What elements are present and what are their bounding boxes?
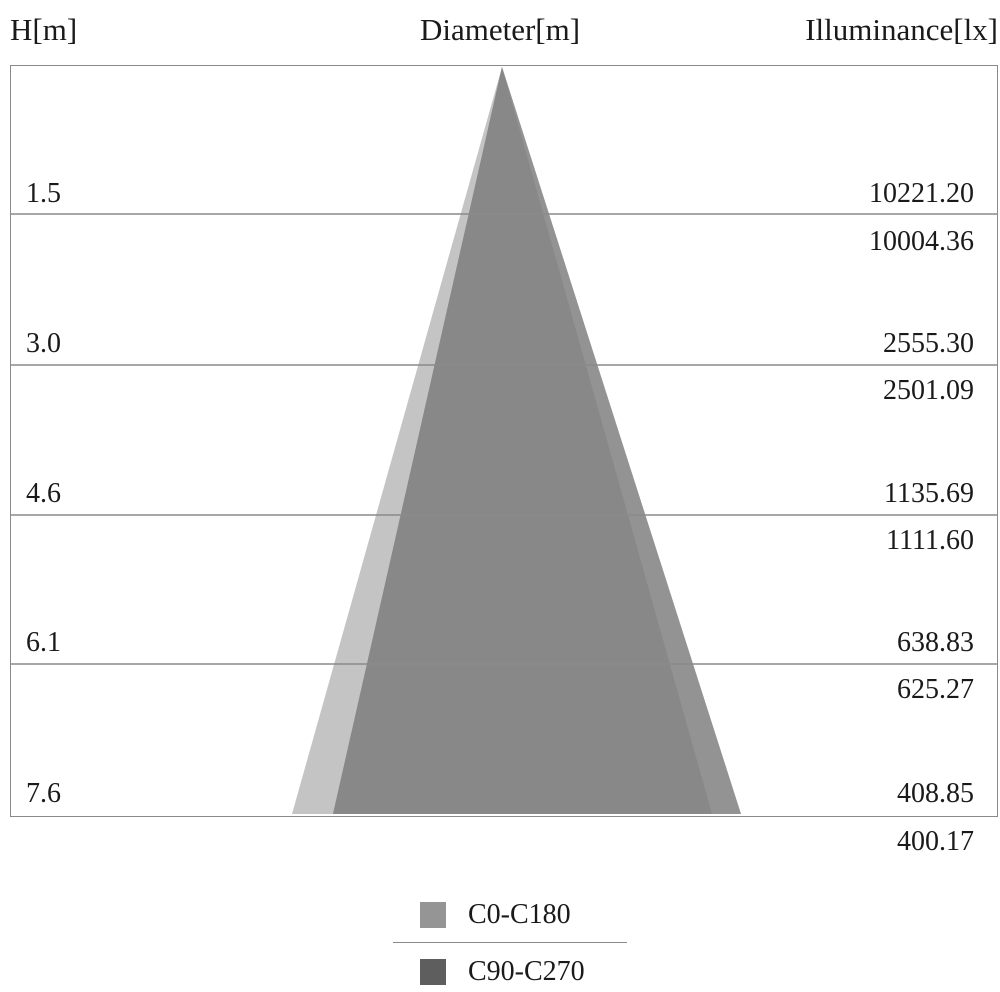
legend-item-c90-c270: C90-C270 <box>420 955 585 989</box>
beam-cone-core <box>333 67 712 814</box>
height-label-3: 4.6 <box>26 478 61 509</box>
height-label-4: 6.1 <box>26 627 61 658</box>
illuminance-c0-4: 638.83 <box>897 627 974 658</box>
legend-swatch-c90-c270 <box>420 959 446 985</box>
illuminance-c0-2: 2555.30 <box>883 328 974 359</box>
illuminance-c90-3: 1111.60 <box>886 525 974 556</box>
legend-item-c0-c180: C0-C180 <box>420 898 571 932</box>
illuminance-header: Illuminance[lx] <box>805 12 998 47</box>
diagram-frame <box>10 65 998 817</box>
illuminance-c90-2: 2501.09 <box>883 375 974 406</box>
illuminance-c0-1: 10221.20 <box>869 178 974 209</box>
height-label-1: 1.5 <box>26 178 61 209</box>
legend-label-c0-c180: C0-C180 <box>468 899 571 930</box>
legend-swatch-c0-c180 <box>420 902 446 928</box>
legend-label-c90-c270: C90-C270 <box>468 956 585 987</box>
diameter-header: Diameter[m] <box>419 12 581 47</box>
illuminance-c90-5: 400.17 <box>897 826 974 857</box>
illuminance-c90-4: 625.27 <box>897 674 974 705</box>
height-label-5: 7.6 <box>26 778 61 809</box>
height-header: H[m] <box>10 12 78 47</box>
illuminance-c0-5: 408.85 <box>897 778 974 809</box>
illuminance-c90-1: 10004.36 <box>869 226 974 257</box>
height-label-2: 3.0 <box>26 328 61 359</box>
legend-divider <box>393 942 627 943</box>
illuminance-c0-3: 1135.69 <box>884 478 974 509</box>
